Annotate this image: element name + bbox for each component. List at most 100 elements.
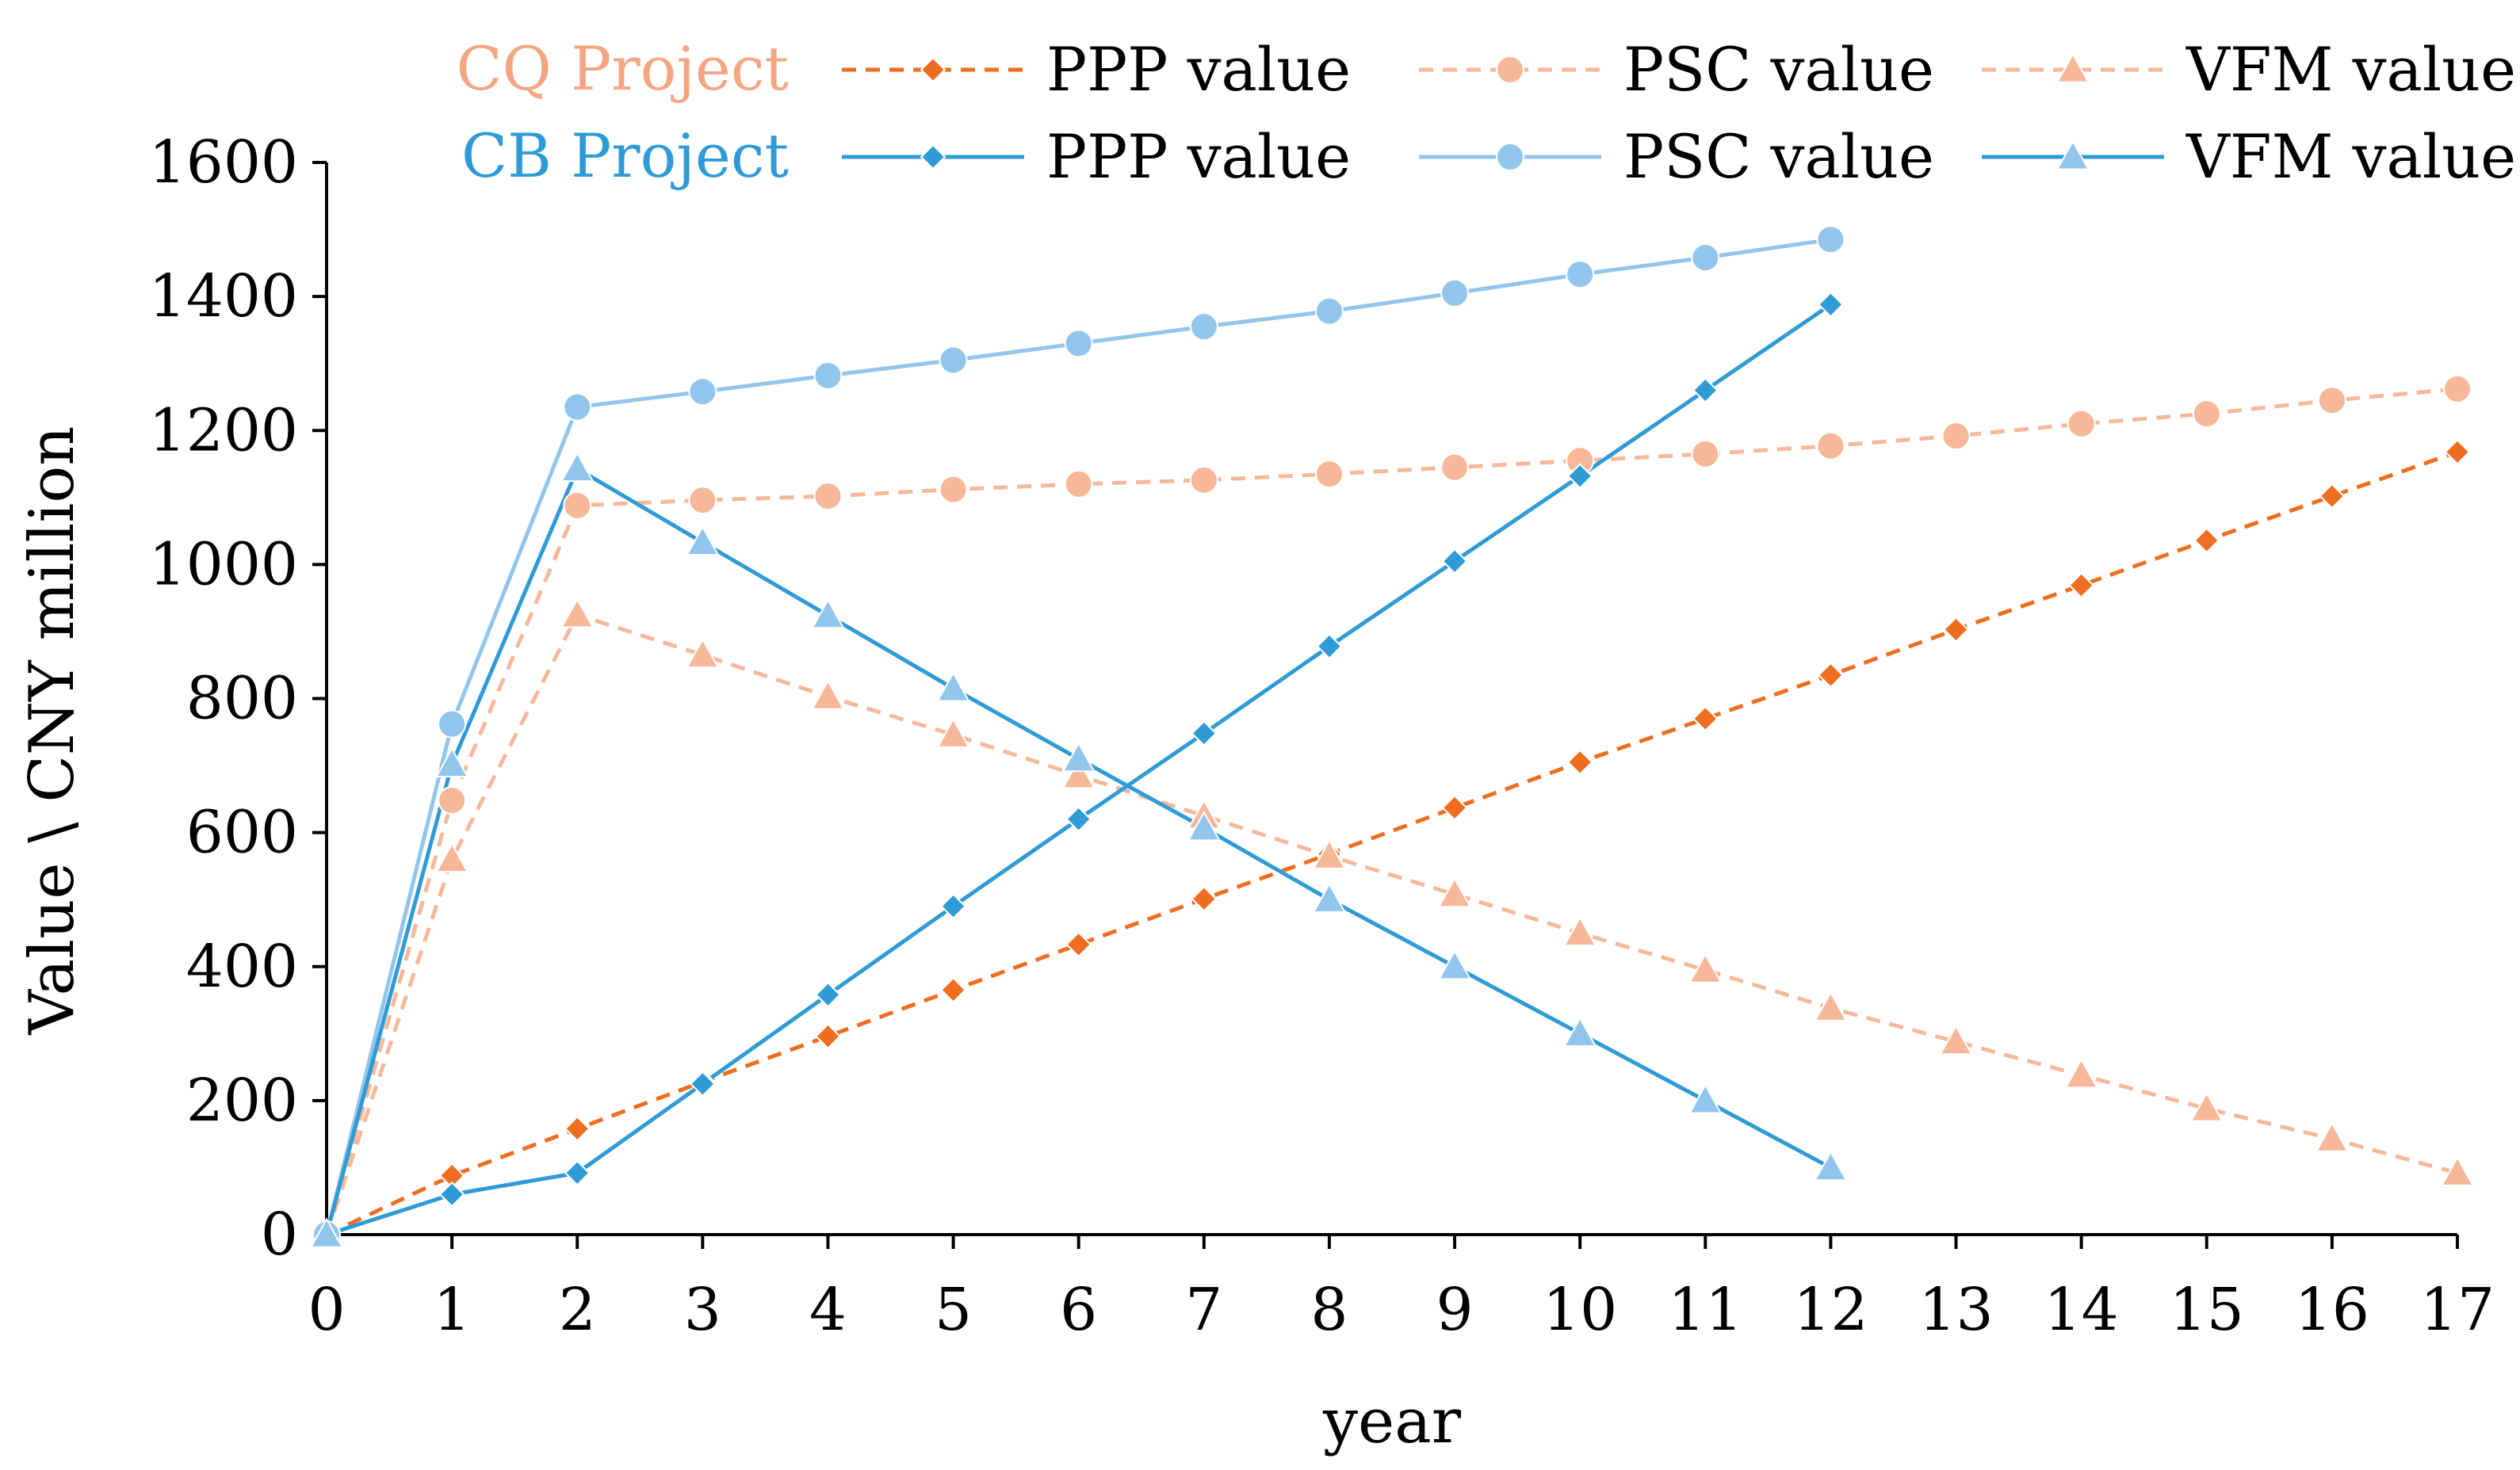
cb-psc-value-line [324,237,1831,1235]
cb-vfm-value-point [1814,1150,1848,1182]
cq-vfm-value-point [2189,1091,2224,1122]
cb-vfm-value-point [1187,811,1222,842]
cb-vfm-value-point [811,598,845,629]
cb-vfm-value-legend-marker [2055,139,2090,170]
cb-vfm-value-point [434,746,469,778]
x-axis-title: year [1322,1386,1462,1457]
cq-psc-value-point [1691,439,1720,468]
cq-ppp-value-point [1566,749,1593,776]
cb-ppp-value-point [689,1071,716,1098]
y-tick-label: 1200 [149,396,298,464]
x-tick-label: 1 [434,1276,471,1344]
cq-vfm-value-point [434,842,469,873]
y-tick-label: 1600 [149,128,298,197]
x-tick-label: 6 [1060,1276,1097,1344]
cq-psc-value-point [1314,460,1344,489]
cq-psc-value-point [438,786,467,815]
cb-psc-value-legend-marker [1496,143,1524,171]
cb-vfm-value-point [1688,1083,1723,1114]
legend: CQ Project PPP value PSC value VFM value CB … [457,33,2517,192]
cb-legend-group-title: CB Project [461,120,789,191]
cq-psc-value-point [2317,386,2346,415]
x-tick-label: 10 [1543,1276,1617,1344]
cq-ppp-value-point [2193,527,2220,554]
x-tick-label: 15 [2170,1276,2244,1344]
cq-psc-value-point [1189,465,1218,494]
cq-vfm-value-legend-marker [2055,52,2090,83]
cb-psc-value-point [563,392,592,422]
y-tick-label: 0 [261,1201,298,1269]
cb-psc-value-point [1566,260,1595,289]
cb-ppp-value-point [1191,720,1218,746]
cb-ppp-value-point [1065,806,1092,833]
cb-vfm-value-legend-label: VFM value [2185,121,2516,192]
cq-ppp-value-point [1441,794,1468,821]
cq-psc-value-point [2192,399,2221,429]
cq-vfm-value-point [686,637,720,669]
cb-vfm-value-point [936,671,970,702]
x-tick-label: 12 [1793,1276,1868,1344]
cb-ppp-value-point [815,981,841,1008]
cb-ppp-value-point [564,1159,591,1186]
cb-ppp-value-point [940,893,967,920]
series-lines [324,237,2458,1237]
cb-ppp-value-point [1566,463,1593,490]
cq-psc-value-legend-label: PSC value [1623,34,1934,105]
cq-ppp-value-line [325,449,2458,1237]
y-tick-label: 600 [186,799,298,867]
cq-psc-value-point [688,486,717,515]
x-tick-label: 11 [1668,1276,1742,1344]
y-axis-title: Value \ CNY million [17,426,88,1035]
cq-vfm-value-point [2315,1121,2350,1152]
cq-vfm-value-point [1061,758,1096,789]
cq-psc-value-point [813,482,843,511]
cq-ppp-value-point [2068,572,2095,599]
cq-vfm-value-point [2064,1058,2098,1089]
cb-ppp-value-point [1692,377,1719,403]
cq-psc-value-legend-marker [1496,55,1524,84]
cb-psc-value-point [1816,225,1845,254]
cb-vfm-value-point [1312,882,1347,913]
cb-vfm-value-point [1562,1016,1597,1047]
cq-ppp-value-point [815,1023,841,1050]
cb-psc-value-point [438,709,467,739]
cq-vfm-value-line [324,613,2458,1235]
cb-psc-value-point [939,346,968,375]
cq-psc-value-point [939,475,968,504]
x-tick-label: 2 [559,1276,596,1344]
cq-ppp-value-legend-marker [920,56,946,83]
cq-ppp-value-point [2319,483,2346,510]
cq-vfm-value-point [811,679,845,710]
cb-ppp-value-point [1441,548,1468,575]
cq-psc-value-point [1064,469,1093,498]
cq-vfm-value-point [1562,915,1597,947]
cq-psc-value-line [324,387,2458,1235]
cq-vfm-value-point [936,717,970,748]
cq-ppp-value-point [2444,438,2471,465]
cb-psc-value-point [1314,296,1344,326]
cb-vfm-value-point [1061,741,1096,773]
cb-vfm-value-point [309,1217,344,1248]
cq-ppp-value-point [1191,885,1218,912]
series-markers [309,225,2475,1249]
cb-psc-value-point [1064,329,1093,358]
y-tick-label: 400 [186,933,298,1001]
cq-psc-value-point [2443,374,2472,403]
x-tick-label: 17 [2420,1276,2495,1344]
cq-psc-value-point [2067,409,2096,438]
cq-psc-value-point [1941,422,1971,451]
x-tick-label: 8 [1310,1276,1348,1344]
cb-ppp-value-point [1817,291,1844,318]
cb-ppp-value-point [438,1181,465,1208]
cq-vfm-value-point [2440,1155,2475,1186]
cq-vfm-value-point [1688,953,1723,983]
y-tick-label: 1400 [149,262,298,330]
x-tick-label: 14 [2044,1276,2119,1344]
y-tick-label: 800 [186,665,298,733]
cq-psc-value-point [1440,452,1470,482]
cb-psc-value-point [688,377,717,407]
cq-psc-value-point [1816,431,1845,460]
cb-ppp-value-legend-marker [920,143,946,170]
cb-psc-value-point [813,361,843,390]
